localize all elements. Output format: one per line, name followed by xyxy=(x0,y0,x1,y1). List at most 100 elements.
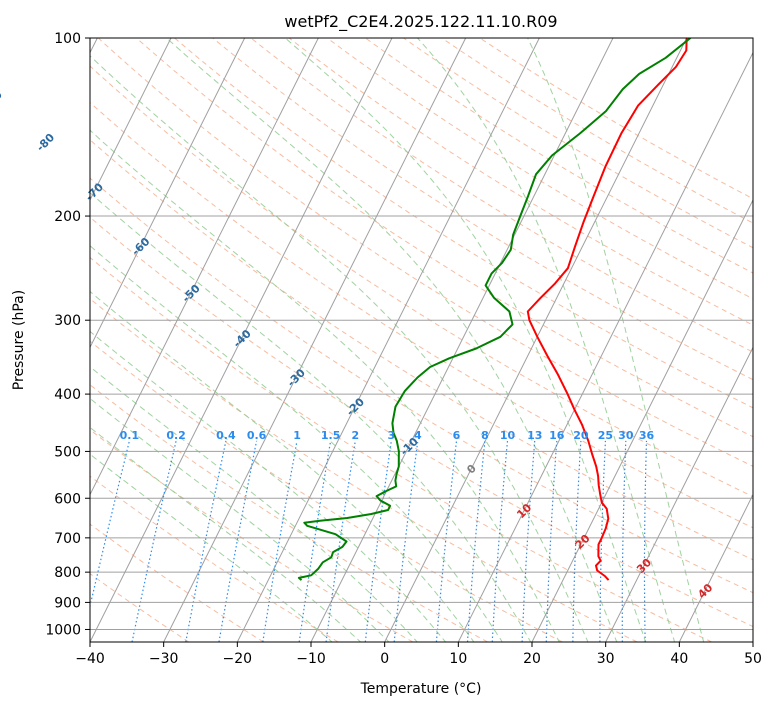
dry-adiabat xyxy=(90,177,753,594)
isotherm-label: -70 xyxy=(83,180,106,203)
mixing-ratio-line xyxy=(621,440,627,642)
y-tick-label: 700 xyxy=(54,531,81,547)
mixing-ratio-label: 16 xyxy=(549,429,565,442)
mixing-ratio-label: 4 xyxy=(414,429,422,442)
mixing-ratio-line xyxy=(545,440,558,642)
y-tick-label: 400 xyxy=(54,387,81,403)
isotherm-line xyxy=(310,38,614,642)
isotherm-line xyxy=(531,198,753,642)
isotherm-line xyxy=(605,346,753,642)
mixing-ratio-label: 36 xyxy=(639,429,655,442)
x-tick-label: 40 xyxy=(670,651,688,667)
mixing-ratio-label: 13 xyxy=(527,429,542,442)
isotherm-label: -30 xyxy=(285,366,308,389)
dry-adiabat xyxy=(90,65,753,498)
y-tick-label: 800 xyxy=(54,565,81,581)
mixing-ratio-label: 3 xyxy=(388,429,396,442)
moist-adiabat xyxy=(90,330,447,642)
mixing-ratio-line xyxy=(491,440,509,642)
isotherm-line xyxy=(236,38,540,642)
mixing-ratio-line xyxy=(262,440,298,642)
isotherm-line xyxy=(752,640,753,642)
isotherm-label: 0 xyxy=(464,462,479,477)
y-tick-label: 900 xyxy=(54,595,81,611)
mixing-ratio-line xyxy=(131,440,177,642)
mixing-ratio-label: 0.6 xyxy=(247,429,267,442)
series-layer xyxy=(297,38,692,581)
mixing-ratio-line xyxy=(298,440,332,642)
x-axis-label: Temperature (°C) xyxy=(360,681,482,697)
x-tick-label: 10 xyxy=(449,651,467,667)
moist-adiabat-label: 10 xyxy=(514,501,534,521)
dry-adiabat xyxy=(90,384,488,642)
dry-adiabat xyxy=(288,38,753,326)
mixing-ratio-label: 2 xyxy=(351,429,359,442)
moist-adiabat xyxy=(90,192,532,642)
y-tick-label: 100 xyxy=(54,31,81,47)
mixing-ratio-label: 1 xyxy=(293,429,301,442)
mixing-ratio-line xyxy=(325,440,356,642)
dewpoint-profile-line xyxy=(297,38,692,581)
x-tick-label: 20 xyxy=(523,651,541,667)
moist-adiabat xyxy=(90,290,475,642)
chart-title: wetPf2_C2E4.2025.122.11.10.R09 xyxy=(284,12,557,32)
x-tick-label: 50 xyxy=(744,651,762,667)
dry-adiabat xyxy=(90,340,563,642)
y-tick-label: 600 xyxy=(54,491,81,507)
y-axis-ticks: 100 200 300 400 500 600 700 800 900 1000 xyxy=(45,31,90,638)
mixing-ratio-label: 1.5 xyxy=(321,429,341,442)
mixing-ratio-line xyxy=(521,440,536,642)
moist-adiabat xyxy=(166,38,618,642)
x-tick-label: −20 xyxy=(223,651,253,667)
x-tick-label: 0 xyxy=(380,651,389,667)
dry-adiabat xyxy=(365,38,753,274)
mixing-ratio-label: 25 xyxy=(598,429,613,442)
moist-adiabat xyxy=(90,366,418,642)
moist-adiabat xyxy=(90,453,333,642)
dry-adiabat xyxy=(90,101,753,529)
isotherm-label: -20 xyxy=(344,395,367,418)
background-lines xyxy=(90,38,753,642)
isotherm-line xyxy=(678,493,753,642)
y-tick-label: 1000 xyxy=(45,622,81,638)
mixing-ratio-line xyxy=(185,440,227,642)
dry-adiabat xyxy=(403,38,753,249)
isotherm-label: -50 xyxy=(180,282,203,305)
mixing-ratio-label: 6 xyxy=(453,429,461,442)
mixing-ratio-label: 0.4 xyxy=(216,429,236,442)
isotherm-label: -90 xyxy=(0,88,5,111)
isotherm-line xyxy=(90,38,319,496)
y-tick-label: 300 xyxy=(54,313,81,329)
dry-adiabat xyxy=(90,216,753,628)
dry-adiabat xyxy=(90,429,414,642)
dry-adiabat xyxy=(136,38,753,438)
dry-adiabat xyxy=(90,298,638,642)
mixing-ratio-line xyxy=(643,440,648,642)
moist-adiabat xyxy=(90,129,560,642)
dry-adiabat xyxy=(90,573,190,642)
mixing-ratio-label: 20 xyxy=(573,429,589,442)
mixing-ratio-line xyxy=(435,440,458,642)
moist-adiabat xyxy=(90,55,589,642)
moist-adiabat-label: 40 xyxy=(695,581,715,601)
temperature-profile-line xyxy=(526,38,688,581)
moist-adiabat xyxy=(417,38,676,642)
isotherm-line xyxy=(90,38,393,642)
moist-adiabat xyxy=(90,426,362,642)
moist-adiabat xyxy=(90,245,503,642)
mixing-ratio-label: 10 xyxy=(500,429,516,442)
isotherm-line xyxy=(90,38,246,349)
dry-adiabat xyxy=(90,256,712,642)
moist-adiabat xyxy=(284,38,647,642)
mixing-ratio-line xyxy=(466,440,486,642)
y-tick-label: 200 xyxy=(54,209,81,225)
moist-adiabat xyxy=(90,397,390,642)
y-axis-label: Pressure (hPa) xyxy=(11,290,27,390)
mixing-ratio-line xyxy=(572,440,582,642)
isotherm-label: -80 xyxy=(34,131,57,154)
mixing-ratio-line xyxy=(393,440,419,642)
mixing-ratio-label: 8 xyxy=(481,429,489,442)
dry-adiabat xyxy=(326,38,753,300)
x-axis-ticks: −40 −30 −20 −10 0 10 20 30 40 50 xyxy=(75,642,762,667)
isotherm-label: -40 xyxy=(231,327,254,350)
